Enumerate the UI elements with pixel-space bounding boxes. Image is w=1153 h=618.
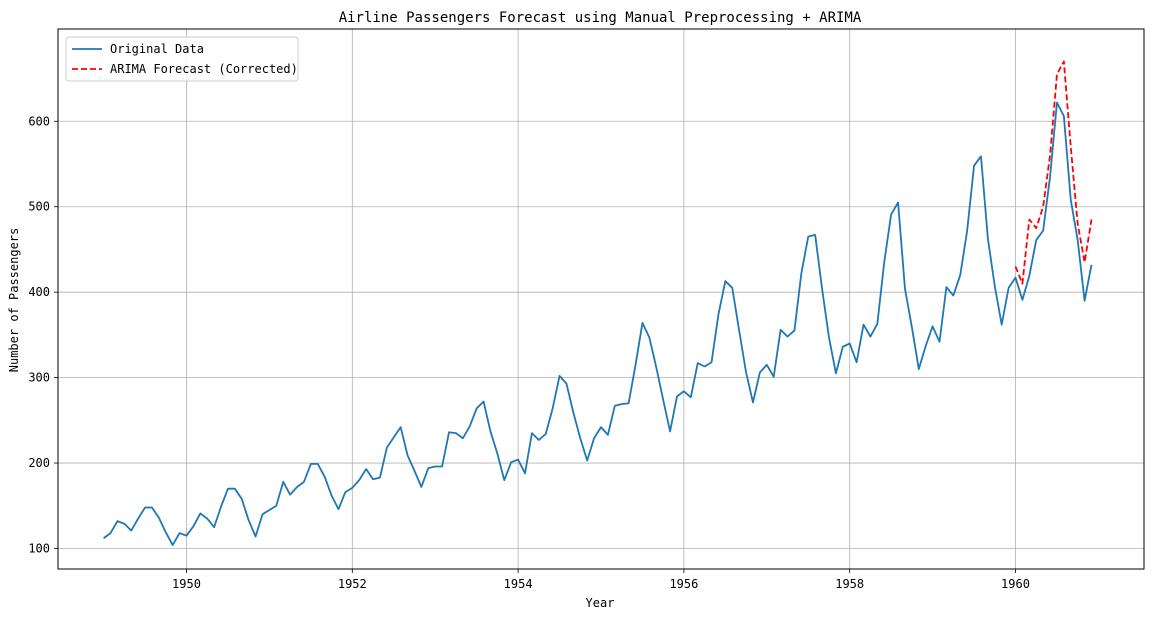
y-tick-label: 500 [28, 200, 50, 214]
series-group [103, 60, 1093, 546]
legend-label: Original Data [110, 42, 204, 56]
x-tick-label: 1960 [1001, 577, 1030, 591]
x-tick-label: 1952 [338, 577, 367, 591]
x-tick-label: 1958 [835, 577, 864, 591]
legend-label: ARIMA Forecast (Corrected) [110, 62, 298, 76]
original-data-line [103, 101, 1093, 546]
x-tick-label: 1950 [172, 577, 201, 591]
y-tick-label: 400 [28, 285, 50, 299]
plot-frame [57, 28, 1145, 570]
ticks: 1950 1952 1954 1956 1958 1960 100 200 300 400 500 6… [28, 114, 1030, 591]
y-tick-label: 300 [28, 371, 50, 385]
grid [58, 29, 1144, 569]
y-tick-label: 100 [28, 541, 50, 555]
y-tick-label: 200 [28, 456, 50, 470]
chart-title: Airline Passengers Forecast using Manual… [339, 10, 862, 26]
y-axis-label: Number of Passengers [7, 228, 21, 373]
y-tick-label: 600 [28, 114, 50, 128]
x-tick-label: 1956 [669, 577, 698, 591]
x-tick-label: 1954 [504, 577, 533, 591]
legend-box [65, 36, 299, 82]
x-axis-label: Year [586, 596, 615, 610]
arima-forecast-line [1014, 60, 1093, 285]
legend: Original Data ARIMA Forecast (Corrected) [65, 36, 299, 82]
